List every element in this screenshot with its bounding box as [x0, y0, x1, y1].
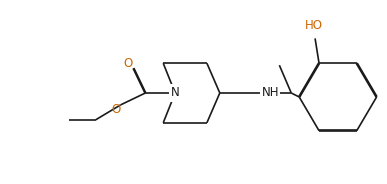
- Text: O: O: [124, 57, 133, 70]
- Text: NH: NH: [262, 86, 279, 100]
- Text: O: O: [111, 103, 120, 116]
- Text: N: N: [171, 86, 180, 100]
- Text: HO: HO: [305, 19, 323, 32]
